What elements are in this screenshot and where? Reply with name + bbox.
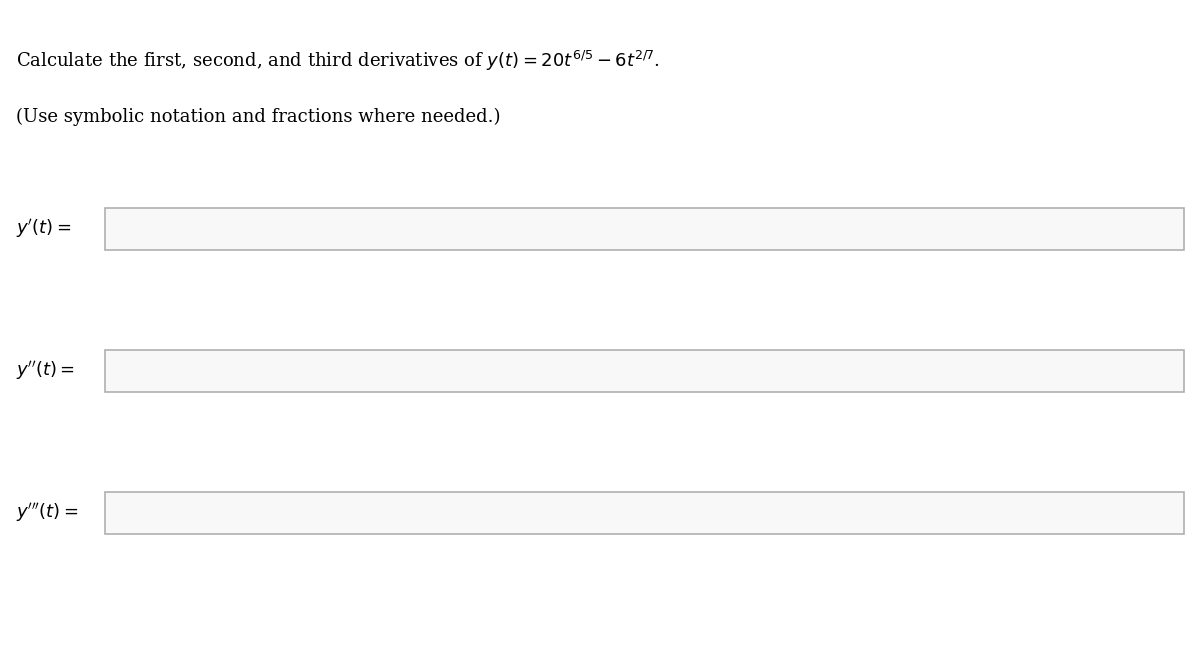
Text: (Use symbolic notation and fractions where needed.): (Use symbolic notation and fractions whe… bbox=[16, 107, 500, 126]
Text: $y'''(t) =$: $y'''(t) =$ bbox=[16, 501, 79, 524]
FancyBboxPatch shape bbox=[106, 350, 1184, 392]
Text: $y'(t) =$: $y'(t) =$ bbox=[16, 217, 72, 240]
FancyBboxPatch shape bbox=[106, 492, 1184, 534]
Text: Calculate the first, second, and third derivatives of $y(t) = 20t^{6/5} - 6t^{2/: Calculate the first, second, and third d… bbox=[16, 49, 660, 73]
Text: $y''(t) =$: $y''(t) =$ bbox=[16, 359, 76, 382]
FancyBboxPatch shape bbox=[106, 207, 1184, 250]
